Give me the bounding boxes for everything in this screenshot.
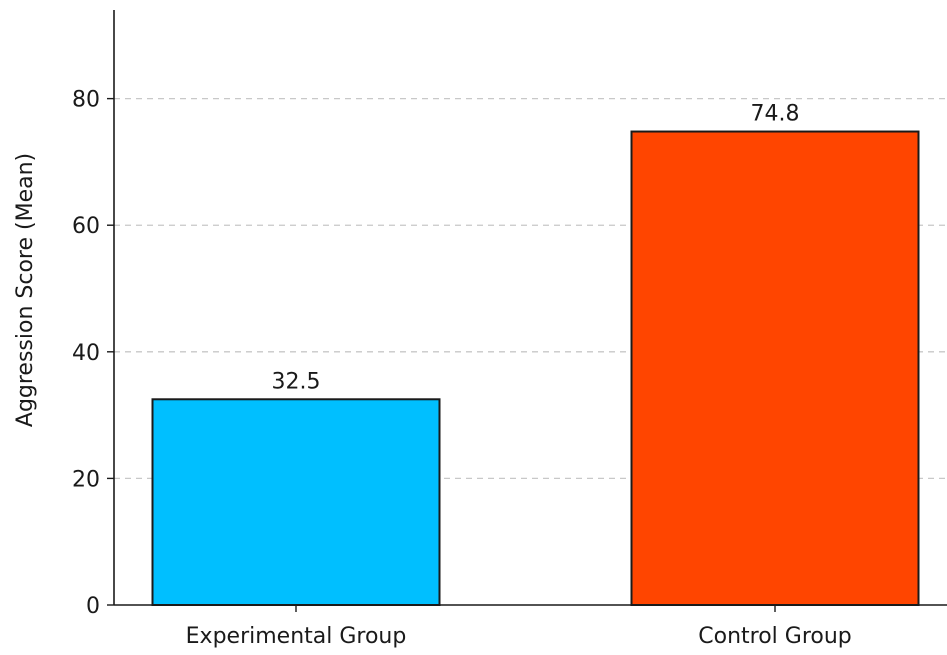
y-tick-label-80: 80 [72, 88, 100, 113]
x-tick-label-1: Control Group [698, 624, 852, 649]
data-label-1: 74.8 [751, 102, 800, 127]
bar-control-group [630, 130, 920, 606]
y-axis-label: Aggression Score (Mean) [13, 153, 38, 427]
y-tick-label-20: 20 [72, 467, 100, 492]
y-tick-label-0: 0 [86, 594, 100, 619]
data-label-0: 32.5 [272, 369, 321, 394]
bar-experimental-group [151, 398, 441, 606]
y-tick-label-60: 60 [72, 214, 100, 239]
bars [151, 130, 920, 606]
x-tick-label-0: Experimental Group [186, 624, 407, 649]
labels: 0 20 40 60 80 Experimental Group 32.5 Control G… [72, 88, 852, 649]
y-tick-label-40: 40 [72, 341, 100, 366]
axes [107, 10, 947, 612]
